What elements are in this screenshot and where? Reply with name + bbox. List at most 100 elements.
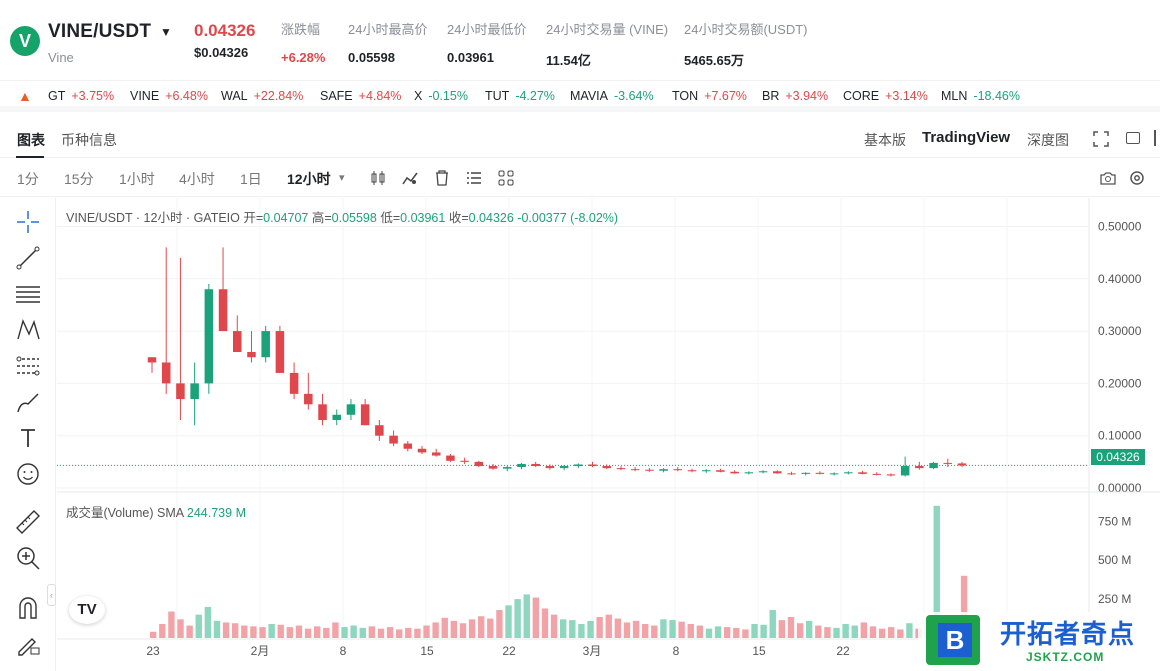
view-basic[interactable]: 基本版	[864, 132, 906, 148]
interval-toolbar: 1分 15分 1小时 4小时 1日 12小时 ▾	[0, 159, 1160, 197]
volume-bar	[359, 627, 366, 638]
volume-bar	[815, 625, 822, 638]
ticker-item-safe[interactable]: SAFE +4.84%	[320, 89, 401, 103]
interval-1d[interactable]: 1日	[240, 171, 262, 187]
magnet-icon[interactable]	[14, 594, 42, 622]
candle-body	[815, 472, 825, 474]
interval-dropdown-icon[interactable]: ▾	[339, 172, 345, 184]
volume-bar	[687, 624, 694, 638]
volume-bar	[505, 605, 512, 638]
volume-bar	[696, 625, 704, 638]
watermark-logo-glyph: B	[938, 623, 972, 657]
layout-grid-icon[interactable]	[498, 170, 514, 186]
zoom-in-icon[interactable]	[14, 544, 42, 572]
settings-gear-icon[interactable]	[1129, 170, 1145, 186]
candle-body	[588, 464, 597, 467]
candle-type-icon[interactable]	[370, 170, 386, 186]
more-icon[interactable]	[1154, 130, 1156, 146]
time-axis-label: 15	[752, 644, 766, 658]
trend-line-icon[interactable]	[14, 244, 42, 272]
emoji-icon[interactable]	[14, 460, 42, 488]
ticker-item-ton[interactable]: TON +7.67%	[672, 89, 747, 103]
volume-bar	[733, 627, 740, 638]
volume-bar	[304, 628, 312, 638]
price-axis-label: 0.40000	[1098, 272, 1142, 286]
tab-chart[interactable]: 图表	[17, 132, 45, 148]
view-tradingview[interactable]: TradingView	[922, 129, 1011, 146]
ticker-item-tut[interactable]: TUT -4.27%	[485, 89, 555, 103]
candle-body	[616, 468, 626, 470]
candle-body	[900, 466, 910, 476]
ticker-item-mavia[interactable]: MAVIA -3.64%	[570, 89, 654, 103]
horizontal-lines-icon[interactable]	[14, 280, 42, 308]
candle-body	[844, 472, 853, 474]
legend-low-label: 低=	[380, 211, 401, 225]
list-icon[interactable]	[466, 170, 482, 186]
pair-name: Vine	[48, 50, 74, 65]
indicators-icon[interactable]	[402, 170, 418, 186]
ticker-change: +3.94%	[785, 89, 829, 103]
text-tool-icon[interactable]	[14, 424, 42, 452]
fullscreen-icon[interactable]	[1093, 131, 1109, 147]
lock-drawings-icon[interactable]	[14, 630, 42, 658]
volume-axis-label: 750 M	[1098, 514, 1131, 528]
ticker-symbol: SAFE	[320, 89, 353, 103]
legend-high: 0.05598	[331, 211, 377, 225]
ticker-item-br[interactable]: BR +3.94%	[762, 89, 828, 103]
ruler-icon[interactable]	[14, 508, 42, 536]
view-depth[interactable]: 深度图	[1027, 132, 1069, 148]
price-chart[interactable]: 0.50000 0.40000 0.30000 0.20000 0.10000 0.000…	[57, 198, 1160, 671]
interval-15m[interactable]: 15分	[64, 171, 94, 187]
ticker-item-gt[interactable]: GT +3.75%	[48, 89, 114, 103]
trash-icon[interactable]	[434, 170, 450, 186]
volume-bar	[550, 614, 558, 638]
volume-legend-title: 成交量(Volume)	[66, 506, 154, 520]
window-icon[interactable]	[1126, 132, 1140, 144]
candlestick-chart[interactable]: 0.50000 0.40000 0.30000 0.20000 0.10000 0.000…	[57, 198, 1160, 671]
pair-selector[interactable]: VINE/USDT	[48, 21, 152, 42]
ticker-item-x[interactable]: X -0.15%	[414, 89, 468, 103]
candle-body	[161, 362, 171, 384]
interval-1m[interactable]: 1分	[17, 171, 39, 187]
legend-title: VINE/USDT · 12小时 · GATEIO	[66, 211, 240, 225]
stat-volume: 24小时交易量 (VINE) 11.54亿	[546, 19, 668, 69]
legend-open-label: 开=	[243, 211, 264, 225]
volume-bar	[468, 619, 476, 638]
stat-value: 11.54亿	[546, 53, 591, 68]
brush-icon[interactable]	[14, 388, 42, 416]
ticker-item-mln[interactable]: MLN -18.46%	[941, 89, 1020, 103]
tradingview-logo[interactable]: TV	[69, 596, 105, 624]
pattern-icon[interactable]	[14, 316, 42, 344]
interval-4h[interactable]: 4小时	[179, 171, 215, 187]
candle-body	[190, 383, 199, 400]
tab-coin-info[interactable]: 币种信息	[61, 132, 117, 148]
ticker-symbol: MLN	[941, 89, 968, 103]
volume-bar	[569, 620, 576, 638]
candle-body	[687, 470, 697, 472]
fib-retracement-icon[interactable]	[14, 352, 42, 380]
candle-body	[858, 472, 867, 474]
volume-bar	[632, 620, 640, 638]
pair-dropdown-caret-icon[interactable]: ▼	[160, 25, 172, 39]
ticker-item-core[interactable]: CORE +3.14%	[843, 89, 928, 103]
camera-icon[interactable]	[1100, 170, 1116, 186]
volume-bar	[605, 614, 612, 638]
candle-body	[787, 473, 796, 475]
interval-1h[interactable]: 1小时	[119, 171, 155, 187]
price-axis-label: 0.00000	[1098, 481, 1142, 495]
ticker-item-vine[interactable]: VINE +6.48%	[130, 89, 208, 103]
candle-body	[375, 425, 384, 436]
ticker-item-wal[interactable]: WAL +22.84%	[221, 89, 303, 103]
volume-bar	[423, 625, 430, 638]
interval-12h[interactable]: 12小时	[287, 171, 331, 187]
time-axis-label: 22	[502, 644, 516, 658]
volume-bar	[259, 627, 266, 638]
candle-body	[488, 466, 498, 469]
ticker-change: +22.84%	[253, 89, 304, 103]
stat-turnover: 24小时交易额(USDT) 5465.65万	[684, 19, 808, 69]
collapse-toolbar-icon[interactable]: ‹	[47, 584, 56, 606]
crosshair-icon[interactable]	[14, 208, 42, 236]
watermark-logo: B	[926, 615, 980, 665]
last-price-usd: $0.04326	[194, 45, 249, 60]
stat-label: 24小时交易量 (VINE)	[546, 22, 669, 37]
